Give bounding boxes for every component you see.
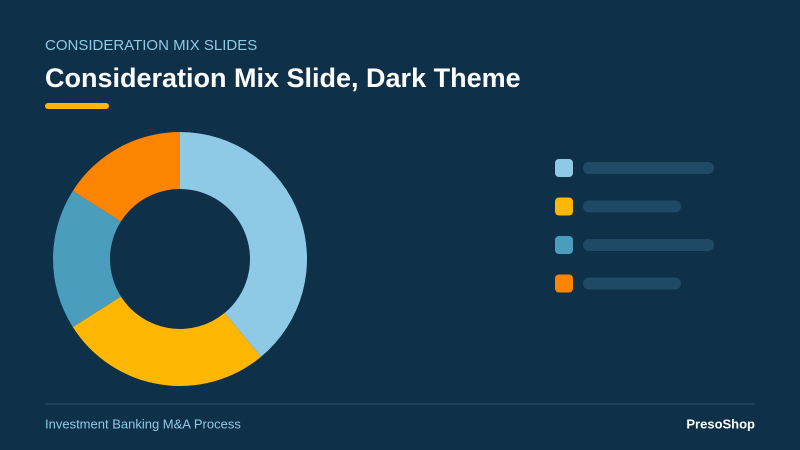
legend-placeholder-bar [583, 277, 681, 290]
legend-swatch [555, 236, 573, 254]
legend-placeholder-bar [583, 200, 681, 213]
donut-chart [53, 132, 307, 386]
donut-slice [72, 132, 180, 222]
footer-left: Investment Banking M&A Process [45, 416, 241, 431]
donut-slice [180, 132, 307, 357]
legend [555, 159, 714, 293]
donut-slice [53, 190, 121, 328]
kicker: CONSIDERATION MIX SLIDES [45, 37, 257, 54]
donut-slice [72, 296, 261, 386]
title-underline [45, 103, 109, 109]
footer-right: PresoShop [686, 416, 755, 431]
slide-title: Consideration Mix Slide, Dark Theme [45, 63, 521, 93]
legend-swatch [555, 197, 573, 216]
legend-swatch [555, 159, 573, 177]
legend-placeholder-bar [583, 239, 714, 251]
legend-placeholder-bar [583, 162, 714, 174]
legend-swatch [555, 274, 573, 293]
